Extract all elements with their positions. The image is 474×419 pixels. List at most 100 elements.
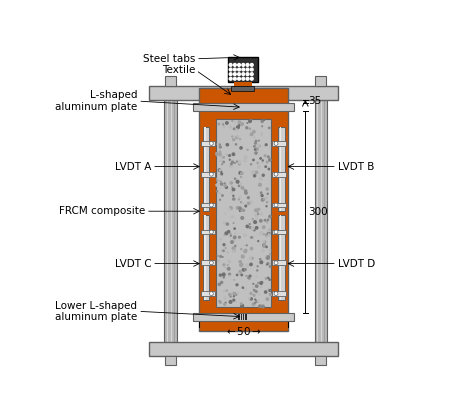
Text: LVDT A: LVDT A: [115, 162, 151, 171]
Circle shape: [263, 199, 264, 200]
Circle shape: [245, 192, 247, 194]
Circle shape: [233, 250, 235, 252]
Circle shape: [237, 207, 239, 209]
Circle shape: [228, 260, 230, 262]
Circle shape: [220, 160, 222, 161]
Circle shape: [246, 73, 249, 75]
Circle shape: [236, 144, 237, 145]
Circle shape: [244, 210, 245, 211]
Text: $\leftarrow$50$\rightarrow$: $\leftarrow$50$\rightarrow$: [224, 325, 262, 336]
Bar: [237, 74, 239, 88]
Circle shape: [234, 78, 236, 80]
Bar: [241, 313, 242, 320]
Circle shape: [231, 192, 233, 193]
Circle shape: [233, 198, 235, 200]
Circle shape: [267, 289, 269, 290]
Circle shape: [267, 193, 268, 194]
Circle shape: [240, 176, 241, 177]
Circle shape: [238, 207, 241, 210]
Circle shape: [237, 274, 238, 276]
Bar: [315, 76, 326, 86]
Circle shape: [244, 160, 246, 162]
Circle shape: [237, 135, 238, 137]
Text: FRCM composite: FRCM composite: [59, 206, 145, 216]
Circle shape: [260, 158, 261, 159]
Circle shape: [240, 147, 242, 149]
Text: LVDT D: LVDT D: [337, 259, 375, 269]
Circle shape: [226, 290, 228, 291]
Circle shape: [219, 193, 220, 194]
Circle shape: [229, 165, 232, 167]
Bar: [199, 88, 288, 331]
Circle shape: [216, 153, 218, 155]
Circle shape: [241, 255, 244, 258]
Circle shape: [255, 142, 256, 144]
Circle shape: [269, 159, 271, 161]
Circle shape: [268, 258, 269, 259]
Circle shape: [218, 123, 220, 125]
Circle shape: [230, 233, 231, 234]
Circle shape: [224, 290, 225, 292]
Circle shape: [225, 232, 228, 235]
Circle shape: [250, 263, 252, 266]
Circle shape: [268, 277, 269, 278]
Circle shape: [251, 120, 252, 121]
Circle shape: [249, 120, 251, 122]
Circle shape: [223, 161, 224, 163]
Circle shape: [241, 172, 243, 174]
Circle shape: [240, 263, 243, 266]
Circle shape: [231, 161, 234, 163]
Circle shape: [266, 206, 267, 207]
Circle shape: [233, 299, 235, 301]
Circle shape: [238, 121, 240, 123]
Circle shape: [241, 186, 244, 189]
Circle shape: [265, 278, 267, 279]
Circle shape: [223, 126, 225, 128]
Circle shape: [228, 230, 230, 233]
Circle shape: [224, 183, 225, 184]
Circle shape: [259, 184, 261, 186]
Circle shape: [229, 293, 231, 296]
Circle shape: [270, 294, 272, 296]
Bar: [324, 86, 325, 356]
Circle shape: [225, 213, 226, 214]
Circle shape: [222, 122, 223, 123]
Bar: [173, 86, 175, 356]
Circle shape: [252, 287, 254, 289]
Circle shape: [274, 292, 278, 295]
Circle shape: [266, 202, 268, 203]
Bar: [234, 88, 252, 100]
Circle shape: [239, 272, 241, 274]
Circle shape: [257, 300, 259, 302]
Circle shape: [268, 234, 270, 236]
Circle shape: [262, 174, 264, 176]
Circle shape: [237, 64, 240, 66]
Circle shape: [256, 300, 257, 302]
Circle shape: [265, 166, 266, 167]
Circle shape: [246, 68, 249, 71]
Bar: [272, 291, 286, 296]
Circle shape: [210, 172, 213, 176]
Circle shape: [210, 203, 213, 207]
Circle shape: [254, 290, 255, 291]
Circle shape: [267, 232, 270, 235]
Bar: [171, 86, 172, 356]
Bar: [235, 74, 236, 88]
Bar: [272, 172, 286, 176]
Circle shape: [274, 203, 278, 207]
Bar: [272, 203, 286, 207]
Circle shape: [246, 127, 248, 129]
Circle shape: [263, 226, 265, 228]
Circle shape: [265, 234, 267, 236]
Circle shape: [229, 159, 230, 160]
Circle shape: [260, 213, 262, 215]
Circle shape: [263, 244, 265, 247]
Circle shape: [269, 159, 271, 161]
Circle shape: [247, 149, 248, 150]
Bar: [238, 313, 240, 320]
Circle shape: [232, 247, 235, 250]
Circle shape: [223, 277, 224, 278]
Bar: [231, 86, 255, 91]
Circle shape: [260, 261, 263, 264]
Circle shape: [265, 144, 267, 146]
